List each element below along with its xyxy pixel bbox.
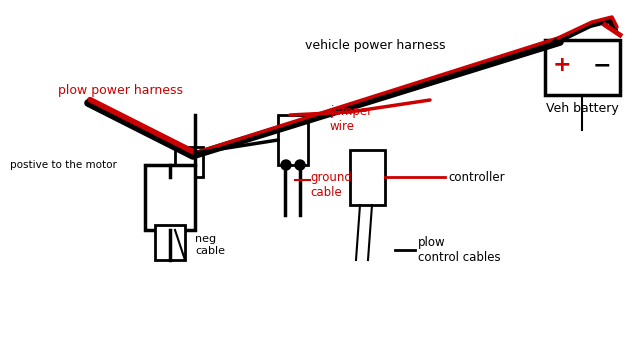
Text: plow power harness: plow power harness: [58, 84, 183, 97]
Text: −: −: [593, 55, 611, 75]
Circle shape: [295, 160, 305, 170]
Text: controller: controller: [448, 171, 504, 184]
Text: jumper
wire: jumper wire: [330, 105, 372, 133]
Bar: [350, 150, 385, 205]
Text: Veh battery: Veh battery: [546, 102, 618, 115]
Circle shape: [281, 160, 291, 170]
Bar: [155, 225, 185, 260]
Text: +: +: [553, 55, 572, 75]
Text: vehicle power harness: vehicle power harness: [305, 39, 445, 52]
Text: plow
control cables: plow control cables: [418, 236, 500, 264]
Text: neg
cable: neg cable: [195, 234, 225, 256]
Text: postive to the motor: postive to the motor: [10, 160, 117, 170]
Text: ground
cable: ground cable: [310, 171, 352, 199]
Bar: [545, 40, 620, 95]
Bar: [175, 147, 203, 177]
Bar: [278, 115, 308, 165]
Bar: [145, 165, 195, 230]
